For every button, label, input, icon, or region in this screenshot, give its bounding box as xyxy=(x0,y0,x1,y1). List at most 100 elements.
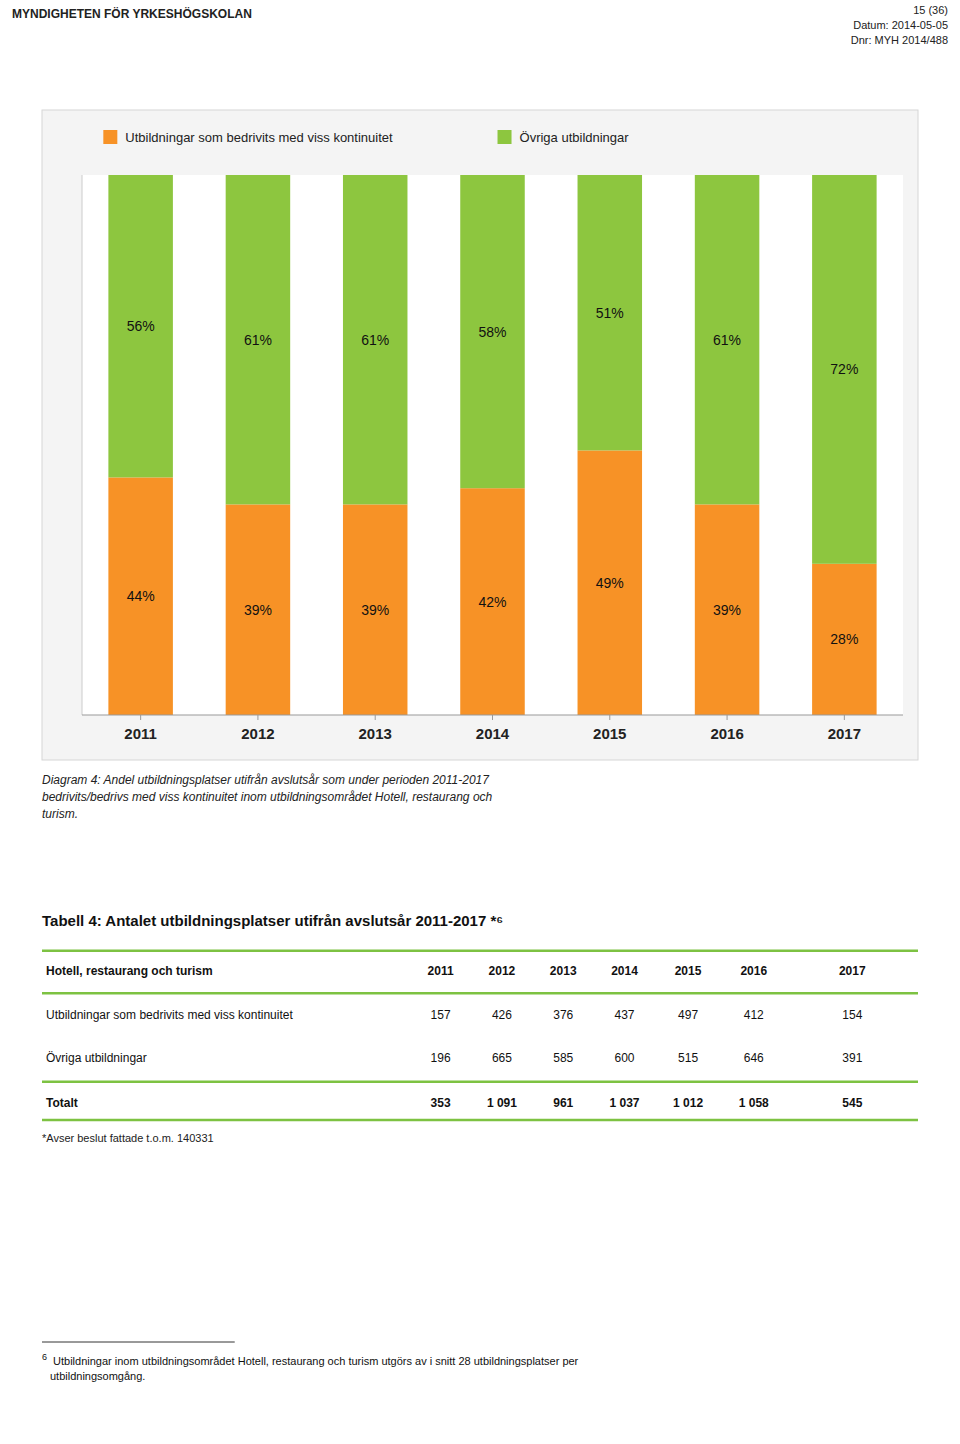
data-label: 51% xyxy=(596,305,624,321)
chart-panel xyxy=(42,110,918,760)
table-header: Hotell, restaurang och turism xyxy=(46,964,213,978)
bar-segment xyxy=(695,175,760,504)
legend: Utbildningar som bedrivits med viss kont… xyxy=(103,130,629,145)
table-cell: 353 xyxy=(431,1096,451,1110)
table-cell: 1 037 xyxy=(610,1096,640,1110)
footnote-rule xyxy=(42,1342,235,1343)
x-tick xyxy=(727,715,728,720)
page-footnote: 6 Utbildningar inom utbildningsområdet H… xyxy=(42,1342,579,1382)
text-line: Utbildningar inom utbildningsområdet Hot… xyxy=(50,1355,579,1367)
chart-caption: Diagram 4: Andel utbildningsplatser utif… xyxy=(42,773,493,821)
data-label: 49% xyxy=(596,575,624,591)
table-row-label: Utbildningar som bedrivits med viss kont… xyxy=(46,1008,293,1022)
table-cell: 497 xyxy=(678,1008,698,1022)
table-column: 2012 xyxy=(489,964,516,978)
data-label: 61% xyxy=(244,332,272,348)
bar-segment xyxy=(108,477,173,715)
table-cell: 412 xyxy=(744,1008,764,1022)
bar-segment xyxy=(108,175,173,477)
x-tick xyxy=(492,715,493,720)
header-right: Datum: 2014-05-05 xyxy=(853,19,948,31)
bar-segment xyxy=(460,488,525,715)
table-title: Tabell 4: Antalet utbildningsplatser uti… xyxy=(42,912,503,929)
data-label: 39% xyxy=(361,602,389,618)
table-cell: 376 xyxy=(553,1008,573,1022)
header-left: MYNDIGHETEN FÖR YRKESHÖGSKOLAN xyxy=(12,6,252,21)
legend-swatch xyxy=(103,130,117,144)
page: {"chart_data": { "type": "bar", "stacked… xyxy=(0,0,960,1444)
footnote-mark: 6 xyxy=(42,1352,47,1362)
x-tick xyxy=(140,715,141,720)
data-labels: 44%39%39%42%49%39%28%56%61%61%58%51%61%7… xyxy=(127,305,859,648)
y-axis-line xyxy=(82,175,83,715)
table-cell: 437 xyxy=(615,1008,635,1022)
table-column: 2017 xyxy=(839,964,866,978)
legend-label: Utbildningar som bedrivits med viss kont… xyxy=(125,130,393,145)
table-cell: 545 xyxy=(842,1096,862,1110)
text-line: Diagram 4: Andel utbildningsplatser utif… xyxy=(42,773,490,787)
footnote-text: Utbildningar inom utbildningsområdet Hot… xyxy=(50,1355,579,1382)
table-cell: 665 xyxy=(492,1051,512,1065)
bar-segment xyxy=(226,504,291,715)
header-right: 15 (36) xyxy=(913,4,948,16)
data-label: 56% xyxy=(127,318,155,334)
table-cell: 600 xyxy=(615,1051,635,1065)
data-label: 39% xyxy=(713,602,741,618)
table-cell: 1 091 xyxy=(487,1096,517,1110)
data-label: 58% xyxy=(478,324,506,340)
x-tick xyxy=(609,715,610,720)
text-line: turism. xyxy=(42,807,78,821)
table-cell: 515 xyxy=(678,1051,698,1065)
page-svg: MYNDIGHETEN FÖR YRKESHÖGSKOLAN 15 (36) Dat… xyxy=(0,0,960,1444)
x-tick xyxy=(257,715,258,720)
data-label: 61% xyxy=(361,332,389,348)
table-cell: 426 xyxy=(492,1008,512,1022)
table-rule xyxy=(42,1081,918,1084)
x-tick-label: 2015 xyxy=(593,725,626,742)
data-label: 39% xyxy=(244,602,272,618)
table-column: 2014 xyxy=(611,964,638,978)
legend-label: Övriga utbildningar xyxy=(520,130,630,145)
table-column: 2016 xyxy=(740,964,767,978)
bar-segment xyxy=(578,175,643,450)
header-right: Dnr: MYH 2014/488 xyxy=(851,34,948,46)
table-row-label: Övriga utbildningar xyxy=(46,1051,147,1065)
plot-background xyxy=(82,175,903,715)
table-footnote: *Avser beslut fattade t.o.m. 140331 xyxy=(42,1132,214,1144)
table-column: 2015 xyxy=(675,964,702,978)
x-tick-label: 2012 xyxy=(241,725,274,742)
table-cell: 961 xyxy=(553,1096,573,1110)
x-tick-label: 2016 xyxy=(710,725,743,742)
table-row-label: Totalt xyxy=(46,1096,78,1110)
x-tick xyxy=(375,715,376,720)
table: Tabell 4: Antalet utbildningsplatser uti… xyxy=(42,912,918,1120)
x-tick-label: 2013 xyxy=(359,725,392,742)
bar-segment xyxy=(343,504,408,715)
data-label: 44% xyxy=(127,588,155,604)
table-cell: 157 xyxy=(431,1008,451,1022)
bar-segment xyxy=(812,564,877,715)
data-label: 72% xyxy=(830,361,858,377)
legend-swatch xyxy=(498,130,512,144)
bar-segment xyxy=(226,175,291,504)
table-column: 2013 xyxy=(550,964,577,978)
table-cell: 1 058 xyxy=(739,1096,769,1110)
bar-segment xyxy=(343,175,408,504)
table-cell: 154 xyxy=(842,1008,862,1022)
axes: 2011201220132014201520162017 xyxy=(82,175,903,742)
bar-segment xyxy=(812,175,877,564)
data-label: 28% xyxy=(830,631,858,647)
text-line: utbildningsomgång. xyxy=(50,1370,145,1382)
bar-segment xyxy=(695,504,760,715)
table-column: 2011 xyxy=(428,964,454,978)
table-cell: 196 xyxy=(431,1051,451,1065)
table-cell: 585 xyxy=(553,1051,573,1065)
data-label: 61% xyxy=(713,332,741,348)
table-rule xyxy=(42,992,918,995)
table-rule xyxy=(42,950,918,953)
header: MYNDIGHETEN FÖR YRKESHÖGSKOLAN 15 (36) Dat… xyxy=(12,4,948,46)
table-rule xyxy=(42,1119,918,1122)
bar-segment xyxy=(578,450,643,715)
bar-segment xyxy=(460,175,525,488)
table-cell: 391 xyxy=(842,1051,862,1065)
